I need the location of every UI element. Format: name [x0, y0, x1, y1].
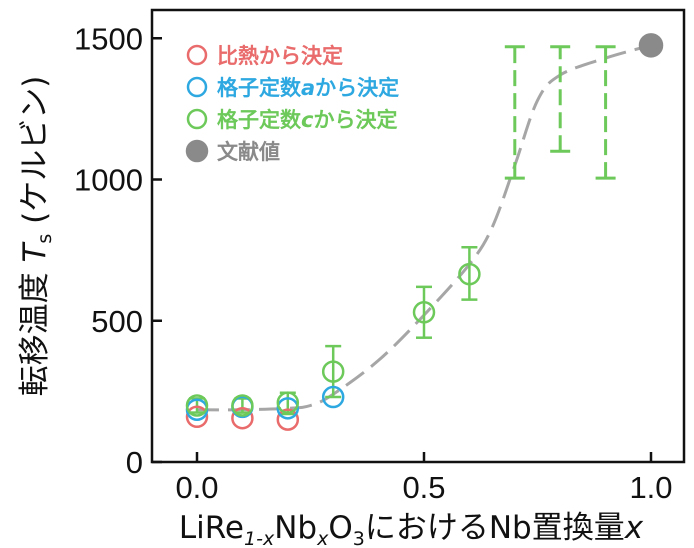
plot-frame [150, 8, 686, 464]
data-point-2 [321, 385, 345, 409]
y-axis-title-suffix: (ケルビン) [17, 76, 53, 234]
y-axis-title: 転移温度 Ts (ケルビン) [17, 76, 56, 397]
y-tick-label: 1000 [74, 163, 143, 198]
legend-marker [185, 139, 209, 163]
x-axis-title-sub1: 1-x [244, 528, 275, 548]
x-axis-title: LiRe1-xNbxO3におけるNb置換量x [179, 510, 644, 548]
y-tick-label: 1500 [74, 21, 143, 56]
data-point-1 [185, 405, 209, 429]
legend-label: 文献値 [217, 140, 280, 164]
data-point-3 [276, 391, 300, 414]
x-tick-label: 0.5 [402, 470, 445, 505]
data-point-1 [276, 408, 300, 431]
x-axis-title-suffix: におけるNb置換量 [365, 510, 625, 546]
y-axis-title-prefix: 転移温度 [17, 263, 53, 397]
x-axis-title-var: x [624, 510, 644, 546]
y-tick-label: 0 [126, 445, 143, 480]
y-axis-title-var: T [17, 242, 53, 263]
legend-label: 比熱から決定 [217, 44, 343, 68]
x-axis: 0.0 0.5 1.0 [175, 452, 673, 505]
legend-marker [186, 108, 208, 130]
x-axis-title-prefix: LiRe [179, 510, 244, 546]
legend-marker [186, 76, 208, 98]
legend-label: 格子定数aから決定 [217, 76, 399, 100]
y-tick-label: 500 [91, 304, 143, 339]
x-axis-title-mid2: O [328, 510, 352, 546]
x-axis-title-mid: Nb [274, 510, 317, 546]
data-point-3 [458, 262, 481, 286]
trend-line [196, 43, 652, 412]
data-point-3 [231, 394, 254, 417]
data-point-3 [321, 360, 345, 383]
legend-marker [186, 44, 208, 66]
x-tick-label: 1.0 [629, 470, 672, 505]
trend-line-layer [196, 43, 652, 412]
data-point-2 [276, 397, 300, 420]
data-marker-layer [185, 33, 664, 431]
y-axis-title-sub: s [34, 234, 56, 244]
legend-label: 格子定数cから決定 [217, 108, 397, 132]
data-point-4 [638, 33, 664, 58]
data-point-3 [412, 301, 436, 324]
data-point-3 [185, 394, 209, 417]
x-axis-title-sub3: 3 [353, 528, 365, 548]
x-tick-label: 0.0 [175, 470, 218, 505]
data-point-1 [231, 406, 254, 430]
y-axis: 0 500 1000 1500 [74, 21, 162, 480]
error-bar-layer [189, 45, 616, 416]
x-axis-title-sub2: x [316, 528, 329, 548]
